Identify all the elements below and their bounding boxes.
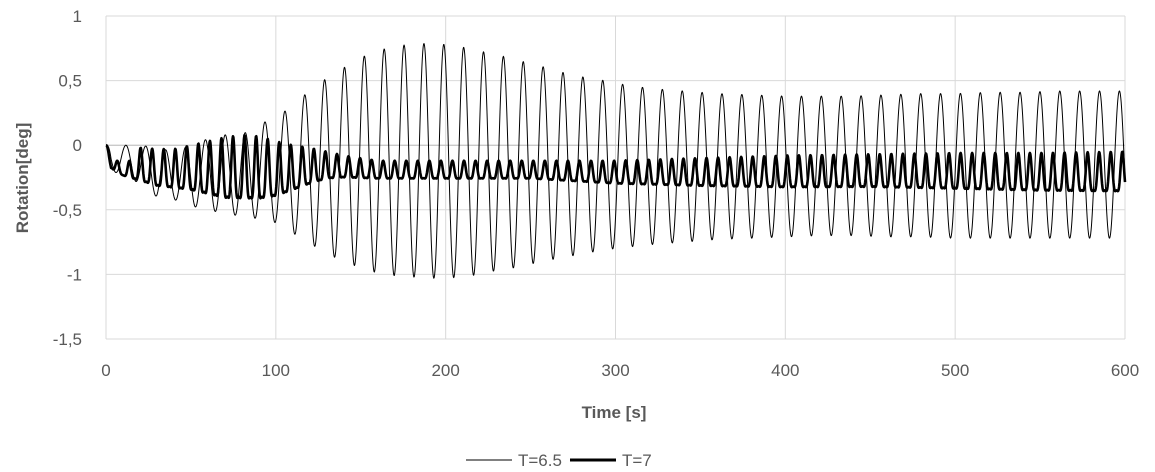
x-tick-label: 500 <box>941 361 969 380</box>
legend: T=6.5 T=7 <box>466 451 652 470</box>
y-tick-label: -0,5 <box>53 201 82 220</box>
y-tick-label: -1 <box>67 265 82 284</box>
y-axis-title: Rotation[deg] <box>13 123 32 233</box>
series-line-t7 <box>105 134 1127 200</box>
y-tick-labels: 1 0,5 0 -0,5 -1 -1,5 <box>53 7 82 349</box>
x-axis-title: Time [s] <box>582 403 647 422</box>
y-tick-label: 0,5 <box>58 72 82 91</box>
x-tick-label: 300 <box>601 361 629 380</box>
x-tick-label: 0 <box>101 361 110 380</box>
x-tick-label: 600 <box>1111 361 1139 380</box>
x-tick-label: 200 <box>431 361 459 380</box>
x-tick-label: 100 <box>262 361 290 380</box>
legend-label-t7: T=7 <box>622 451 652 470</box>
legend-label-t65: T=6.5 <box>518 451 562 470</box>
x-tick-label: 400 <box>771 361 799 380</box>
y-tick-label: 0 <box>73 136 82 155</box>
series-line-t65 <box>105 43 1126 279</box>
series-lines <box>105 43 1127 279</box>
x-tick-labels: 0 100 200 300 400 500 600 <box>101 361 1139 380</box>
y-tick-label: -1,5 <box>53 330 82 349</box>
y-tick-label: 1 <box>73 7 82 26</box>
